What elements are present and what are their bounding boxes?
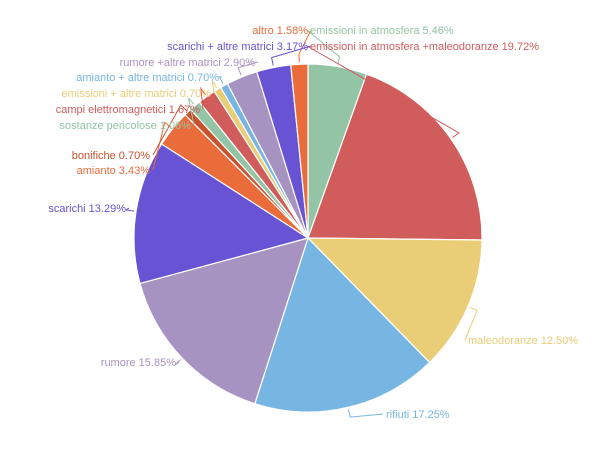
pie-slice-rumore[interactable] (139, 237, 309, 405)
slice-label-altro: altro 1.58% (252, 25, 308, 37)
slice-labels: emissioni in atmosfera 5.46% emissioni in… (48, 25, 578, 421)
pie-slice-maleodoranze[interactable] (306, 237, 483, 364)
slice-label-rumore: rumore 15.85% (101, 357, 176, 369)
slice-label-maleodoranze: maleodoranze 12.50% (468, 335, 578, 347)
slice-label-amianto-altre-matrici: amianto + altre matrici 0.70% (76, 72, 219, 84)
slice-label-emissioni-in-atmosfera: emissioni in atmosfera 5.46% (310, 25, 454, 37)
leader-line-emissioni-altre-matrici (211, 80, 217, 94)
pie-slice-altro[interactable] (290, 63, 309, 239)
pie-slice-rifiuti[interactable] (254, 236, 431, 413)
slice-label-emissioni-in-atmosfera-maleodoranze: emissioni in atmosfera +maleodoranze 19.… (310, 41, 539, 53)
leader-line-bonifiche (152, 104, 187, 156)
leader-line-campi-elettromagnetici (200, 86, 207, 110)
slice-label-campi-elettromagnetici: campi elettromagnetici 1.67% (56, 104, 201, 116)
pie-slice-scarichi[interactable] (133, 143, 310, 285)
slice-label-amianto: amianto 3.43% (77, 165, 151, 177)
slice-label-bonifiche: bonifiche 0.70% (72, 150, 150, 162)
leader-line-maleodoranze (464, 306, 478, 341)
slice-label-rumore-altre-matrici: rumore +altre matrici 2.90% (120, 57, 256, 69)
leader-line-scarichi (124, 207, 135, 212)
slice-label-emissioni-altre-matrici: emissioni + altre matrici 0.70% (62, 88, 212, 100)
slice-label-rifiuti: rifiuti 17.25% (386, 409, 450, 421)
leader-line-amianto-altre-matrici (218, 76, 224, 85)
slice-label-scarichi-altre-matrici: scarichi + altre matrici 3.17% (167, 41, 308, 53)
pie-slice-emissioni-in-atmosfera-maleodoranze[interactable] (307, 73, 483, 241)
leader-line-scarichi-altre-matrici (271, 45, 312, 66)
leader-line-sostanze-pericolose (188, 97, 195, 126)
leader-line-rumore (174, 359, 182, 366)
leader-line-rifiuti (347, 409, 384, 418)
slice-label-sostanze-pericolose: sostanze pericolose 1.06% (60, 120, 192, 132)
leader-line-emissioni-in-atmosfera (306, 29, 340, 65)
leader-line-rumore-altre-matrici (237, 61, 259, 76)
leader-line-altro (298, 29, 312, 63)
pie-slices (133, 63, 483, 413)
slice-label-scarichi: scarichi 13.29% (48, 203, 126, 215)
label-leader-lines (124, 29, 478, 418)
leader-line-emissioni-in-atmosfera-maleodoranze (306, 45, 460, 138)
